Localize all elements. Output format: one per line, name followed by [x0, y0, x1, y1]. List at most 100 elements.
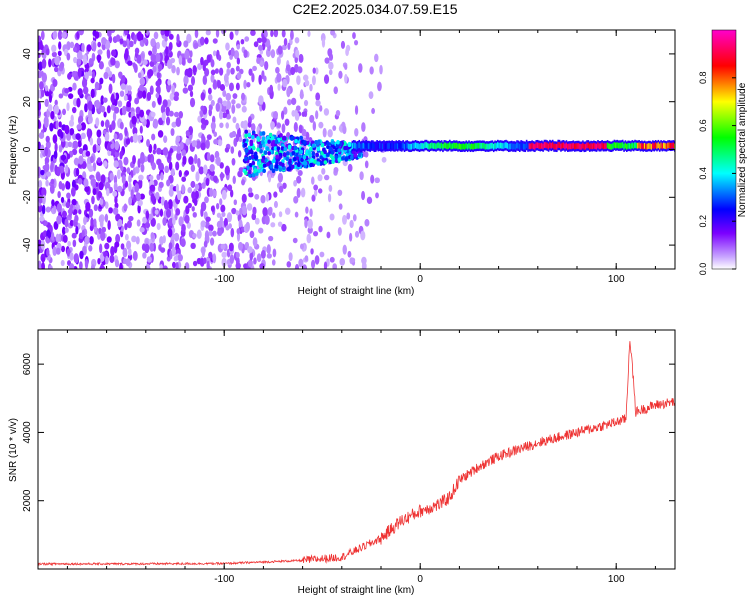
heatmap-cell [90, 88, 95, 99]
heatmap-cell [66, 153, 71, 160]
heatmap-cell [55, 233, 60, 243]
heatmap-cell [124, 48, 129, 59]
heatmap-cell [261, 158, 265, 163]
heatmap-cell [230, 189, 234, 198]
heatmap-cell [201, 133, 205, 143]
heatmap-cell [283, 38, 288, 47]
heatmap-cell [310, 158, 314, 163]
heatmap-cell [315, 92, 321, 101]
heatmap-cell [333, 167, 339, 173]
heatmap-cell [256, 37, 263, 44]
heatmap-cell [322, 147, 326, 152]
heatmap-cell [200, 56, 204, 66]
heatmap-cell [352, 214, 357, 222]
heatmap-cell [281, 30, 286, 38]
heatmap-cell [126, 100, 132, 108]
heatmap-cell [170, 128, 175, 137]
heatmap-cell [187, 84, 194, 92]
heatmap-cell [191, 140, 198, 148]
y-tick-label: -20 [22, 190, 33, 205]
heatmap-cell [128, 90, 132, 97]
heatmap-cell [605, 143, 608, 149]
heatmap-cell [176, 151, 182, 161]
heatmap-cell [278, 211, 283, 218]
heatmap-cell [296, 187, 301, 198]
heatmap-cell [230, 67, 235, 75]
heatmap-cell [230, 48, 235, 57]
heatmap-cell [643, 143, 646, 149]
heatmap-cell [303, 99, 309, 107]
heatmap-cell [213, 131, 218, 137]
heatmap-cell [291, 135, 295, 141]
heatmap-cell [70, 186, 76, 197]
heatmap-cell [516, 142, 518, 149]
heatmap-cell [83, 216, 87, 226]
heatmap-cell [246, 81, 251, 88]
heatmap-cell [163, 199, 169, 210]
heatmap-cell [270, 30, 274, 38]
heatmap-cell [263, 75, 267, 82]
heatmap-cell [60, 131, 64, 139]
heatmap-cell [252, 206, 257, 215]
heatmap-cell [669, 142, 672, 149]
heatmap-cell [210, 59, 215, 68]
heatmap-cell [236, 57, 241, 65]
heatmap-cell [75, 133, 81, 140]
heatmap-cell [160, 104, 166, 114]
heatmap-cell [160, 172, 164, 181]
heatmap-cell [336, 140, 340, 145]
heatmap-cell [149, 174, 154, 181]
heatmap-cell [383, 142, 385, 149]
heatmap-cell [465, 142, 468, 149]
heatmap-cell [355, 143, 358, 150]
heatmap-cell [619, 142, 621, 149]
heatmap-cell [187, 187, 193, 194]
heatmap-cell [113, 106, 120, 114]
heatmap-cell [52, 78, 58, 88]
heatmap-cell [450, 143, 452, 150]
heatmap-cell [216, 212, 222, 218]
heatmap-cell [87, 109, 93, 120]
colorbar-tick-label: 0.6 [698, 119, 708, 132]
heatmap-cell [225, 92, 232, 101]
snr-ticks: -100 0 100 2000 4000 6000 [22, 330, 675, 585]
heatmap-cell [273, 142, 278, 148]
heatmap-cell [90, 217, 94, 227]
heatmap-cell [212, 38, 218, 44]
heatmap-cell [260, 249, 266, 259]
heatmap-cell [263, 150, 268, 155]
heatmap-cell [326, 144, 330, 150]
heatmap-cell [228, 82, 234, 92]
heatmap-cell [291, 151, 296, 156]
heatmap-cell [153, 143, 157, 151]
heatmap-cell [273, 30, 279, 38]
heatmap-cell [83, 178, 89, 189]
heatmap-cell [91, 70, 96, 80]
heatmap-cell [184, 49, 190, 60]
heatmap-cell [59, 61, 65, 69]
heatmap-cell [293, 121, 298, 133]
heatmap-cell [486, 143, 488, 150]
heatmap-cell [332, 263, 338, 269]
heatmap-cell [193, 198, 198, 206]
heatmap-cell [215, 30, 220, 38]
heatmap-cell [540, 142, 543, 149]
heatmap-cell [292, 156, 297, 162]
heatmap-cell [57, 190, 61, 199]
heatmap-cell [391, 142, 393, 149]
heatmap-cell [354, 230, 360, 238]
heatmap-cell [41, 58, 47, 69]
heatmap-cell [168, 41, 173, 51]
heatmap-cell [376, 142, 378, 149]
heatmap-cell [238, 167, 244, 173]
heatmap-cell [246, 165, 250, 170]
heatmap-cell [135, 106, 141, 115]
heatmap-cell [89, 137, 94, 146]
heatmap-cell [290, 164, 295, 169]
heatmap-cell [390, 143, 392, 150]
heatmap-cell [171, 84, 175, 95]
y-tick-label: -40 [22, 237, 33, 252]
heatmap-cell [104, 255, 109, 265]
heatmap-cell [165, 208, 172, 218]
heatmap-cell [108, 83, 113, 94]
